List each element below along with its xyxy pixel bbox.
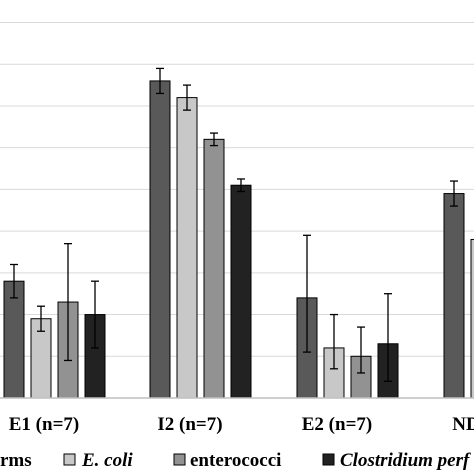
legend-label: rms (0, 450, 32, 471)
legend-swatch (322, 453, 335, 466)
bar (230, 184, 252, 399)
x-tick-label: I2 (n=7) (157, 414, 222, 435)
bars (3, 80, 474, 399)
bar (149, 80, 171, 399)
legend-label: E. coli (81, 450, 133, 471)
bar (443, 193, 465, 399)
bar (203, 138, 225, 399)
legend-label: Clostridium perf (340, 450, 471, 471)
bar (3, 280, 25, 399)
x-tick-label: E2 (n=7) (302, 414, 372, 435)
legend-swatch (63, 453, 76, 466)
x-tick-label: E1 (n=7) (9, 414, 79, 435)
bar (176, 97, 198, 399)
x-tick-labels: E1 (n=7) I2 (n=7) E2 (n=7) ND (9, 414, 474, 435)
legend-swatch (173, 453, 186, 466)
legend: rms E. coli enterococci Clostridium perf (0, 450, 471, 471)
legend-label: enterococci (190, 450, 281, 471)
error-bars (10, 67, 458, 382)
bar (470, 238, 474, 399)
x-tick-label: ND (452, 414, 474, 435)
